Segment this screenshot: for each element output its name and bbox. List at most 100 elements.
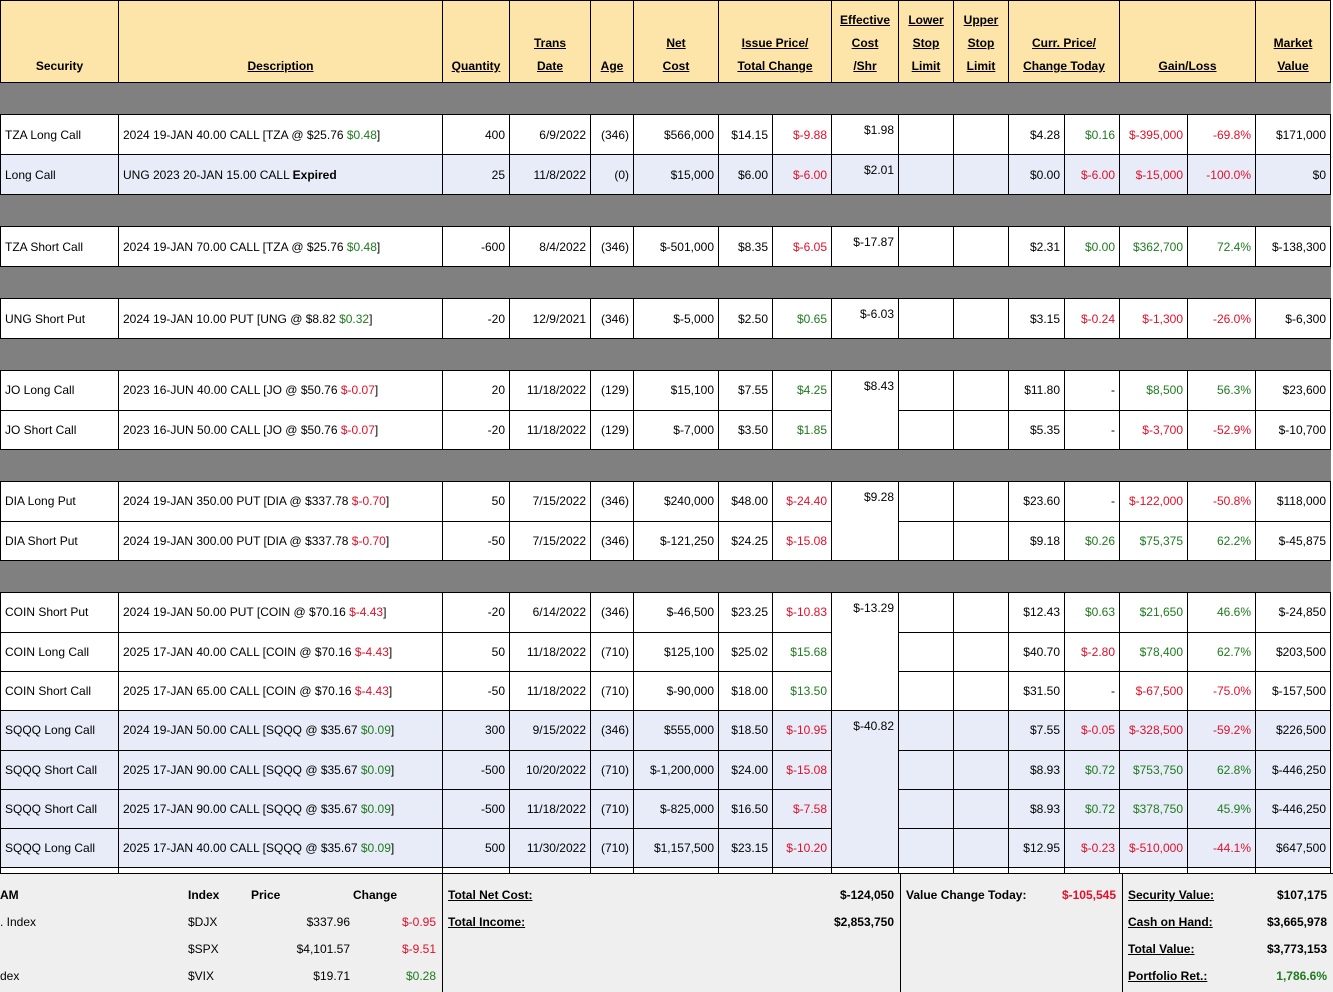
- effective-cost-cell: $-13.29: [831, 592, 899, 632]
- net-cost-cell: $566,000: [633, 114, 719, 155]
- description-cell: 2025 17-JAN 90.00 CALL [SQQQ @ $35.67 $0…: [118, 749, 443, 790]
- change-today-cell: $-2.80: [1064, 631, 1120, 672]
- net-cost-cell: $-501,000: [633, 226, 719, 267]
- group-separator: [0, 449, 1331, 482]
- position-row[interactable]: COIN Long Call 2025 17-JAN 40.00 CALL [CO…: [0, 631, 1331, 672]
- effective-cost-cell: [831, 521, 899, 561]
- total-change-cell: $-10.95: [772, 710, 832, 751]
- security-value-label: Security Value:: [1128, 888, 1215, 902]
- gain-loss-cell: $-395,000: [1119, 114, 1188, 155]
- market-value-cell: $-6,300: [1255, 298, 1331, 339]
- trans-date-cell: 11/18/2022: [509, 370, 591, 411]
- position-row[interactable]: UNG Short Put 2024 19-JAN 10.00 PUT [UNG …: [0, 298, 1331, 339]
- cash-on-hand-value: $3,665,978: [1266, 915, 1327, 929]
- position-row[interactable]: TZA Short Call 2024 19-JAN 70.00 CALL [TZ…: [0, 226, 1331, 267]
- underlying-change: $0.32: [339, 311, 370, 326]
- age-cell: (346): [590, 592, 634, 633]
- total-income-label: Total Income:: [448, 915, 526, 929]
- total-change-cell: $-9.88: [772, 114, 832, 155]
- index-label: dex: [0, 969, 20, 983]
- description-text: 2025 17-JAN 40.00 CALL [COIN @ $70.16: [123, 644, 355, 659]
- quantity-cell: 20: [442, 370, 510, 411]
- total-change-cell: $-15.08: [772, 520, 832, 561]
- separator-cell: [0, 194, 1331, 227]
- description-cell: 2025 17-JAN 40.00 CALL [SQQQ @ $35.67 $0…: [118, 827, 443, 868]
- gain-loss-percent-cell: 62.2%: [1187, 520, 1256, 561]
- upper-stop-cell: [953, 670, 1009, 711]
- position-row[interactable]: DIA Long Put 2024 19-JAN 350.00 PUT [DIA …: [0, 481, 1331, 522]
- change-today-cell: $-0.23: [1064, 827, 1120, 868]
- upper-stop-cell: [953, 409, 1009, 450]
- change-today-cell: -: [1064, 670, 1120, 711]
- lower-stop-cell: [898, 298, 954, 339]
- gain-loss-cell: $-1,300: [1119, 298, 1188, 339]
- description-text: 2024 19-JAN 50.00 PUT [COIN @ $70.16: [123, 605, 350, 620]
- position-row[interactable]: SQQQ Long Call 2025 17-JAN 40.00 CALL [SQ…: [0, 827, 1331, 868]
- security-cell: DIA Short Put: [0, 520, 119, 561]
- header-effective-cost: Effective Cost/Shr: [831, 0, 899, 83]
- description-cell: 2023 16-JUN 40.00 CALL [JO @ $50.76 $-0.…: [118, 370, 443, 411]
- trans-date-cell: 11/18/2022: [509, 788, 591, 829]
- position-row[interactable]: JO Short Call 2023 16-JUN 50.00 CALL [JO …: [0, 409, 1331, 450]
- upper-stop-cell: [953, 749, 1009, 790]
- price-col-header: Price: [251, 888, 281, 902]
- gain-loss-percent-cell: 62.8%: [1187, 749, 1256, 790]
- net-cost-cell: $240,000: [633, 481, 719, 522]
- description-text: 2024 19-JAN 10.00 PUT [UNG @ $8.82: [123, 311, 340, 326]
- net-cost-cell: $1,157,500: [633, 827, 719, 868]
- change-col-header: Change: [353, 888, 398, 902]
- curr-price-cell: $3.15: [1008, 298, 1065, 339]
- position-row[interactable]: SQQQ Short Call 2025 17-JAN 90.00 CALL [S…: [0, 788, 1331, 829]
- header-gain-loss: Gain/Loss: [1119, 0, 1256, 83]
- position-row[interactable]: SQQQ Long Call 2024 19-JAN 50.00 CALL [SQ…: [0, 710, 1331, 751]
- total-value-label: Total Value:: [1128, 942, 1195, 956]
- bracket: ]: [383, 605, 387, 620]
- trans-date-cell: 7/15/2022: [509, 481, 591, 522]
- lower-stop-cell: [898, 520, 954, 561]
- net-cost-cell: $-121,250: [633, 520, 719, 561]
- index-change: $-9.51: [401, 942, 436, 956]
- position-row[interactable]: TZA Long Call 2024 19-JAN 40.00 CALL [TZA…: [0, 114, 1331, 155]
- position-row[interactable]: JO Long Call 2023 16-JUN 40.00 CALL [JO @…: [0, 370, 1331, 411]
- issue-price-cell: $25.02: [718, 631, 773, 672]
- position-row[interactable]: Long Call UNG 2023 20-JAN 15.00 CALL Expi…: [0, 154, 1331, 195]
- group-separator: [0, 560, 1331, 593]
- index-price: $19.71: [313, 969, 350, 983]
- value-change-panel: Value Change Today: $-105,545: [900, 874, 1123, 992]
- security-cell: DIA Long Put: [0, 481, 119, 522]
- description-text: 2024 19-JAN 70.00 CALL [TZA @ $25.76: [123, 239, 347, 254]
- separator-cell: [0, 82, 1331, 115]
- issue-price-cell: $2.50: [718, 298, 773, 339]
- upper-stop-cell: [953, 788, 1009, 829]
- lower-stop-cell: [898, 370, 954, 411]
- quantity-cell: -50: [442, 670, 510, 711]
- effective-cost-cell: [831, 828, 899, 868]
- lower-stop-cell: [898, 631, 954, 672]
- market-value-cell: $647,500: [1255, 827, 1331, 868]
- separator-cell: [0, 338, 1331, 371]
- header-curr-price: Curr. Price/Change Today: [1008, 0, 1120, 83]
- curr-price-cell: $5.35: [1008, 409, 1065, 450]
- net-cost-cell: $15,000: [633, 154, 719, 195]
- position-row[interactable]: DIA Short Put 2024 19-JAN 300.00 PUT [DIA…: [0, 520, 1331, 561]
- curr-price-cell: $12.43: [1008, 592, 1065, 633]
- age-cell: (710): [590, 788, 634, 829]
- description-cell: 2025 17-JAN 40.00 CALL [COIN @ $70.16 $-…: [118, 631, 443, 672]
- position-row[interactable]: COIN Short Put 2024 19-JAN 50.00 PUT [COI…: [0, 592, 1331, 633]
- effective-cost-cell: $-6.03: [831, 298, 899, 339]
- description-cell: 2024 19-JAN 50.00 PUT [COIN @ $70.16 $-4…: [118, 592, 443, 633]
- description-cell: 2024 19-JAN 10.00 PUT [UNG @ $8.82 $0.32…: [118, 298, 443, 339]
- issue-price-cell: $14.15: [718, 114, 773, 155]
- quantity-cell: 50: [442, 481, 510, 522]
- position-row[interactable]: COIN Short Call 2025 17-JAN 65.00 CALL [C…: [0, 670, 1331, 711]
- quantity-cell: -50: [442, 520, 510, 561]
- total-change-cell: $-6.05: [772, 226, 832, 267]
- gain-loss-cell: $8,500: [1119, 370, 1188, 411]
- net-cost-cell: $-90,000: [633, 670, 719, 711]
- position-row[interactable]: SQQQ Short Call 2025 17-JAN 90.00 CALL [S…: [0, 749, 1331, 790]
- effective-cost-cell: [831, 632, 899, 671]
- age-cell: (710): [590, 631, 634, 672]
- security-cell: Long Call: [0, 154, 119, 195]
- gain-loss-cell: $-67,500: [1119, 670, 1188, 711]
- issue-price-cell: $3.50: [718, 409, 773, 450]
